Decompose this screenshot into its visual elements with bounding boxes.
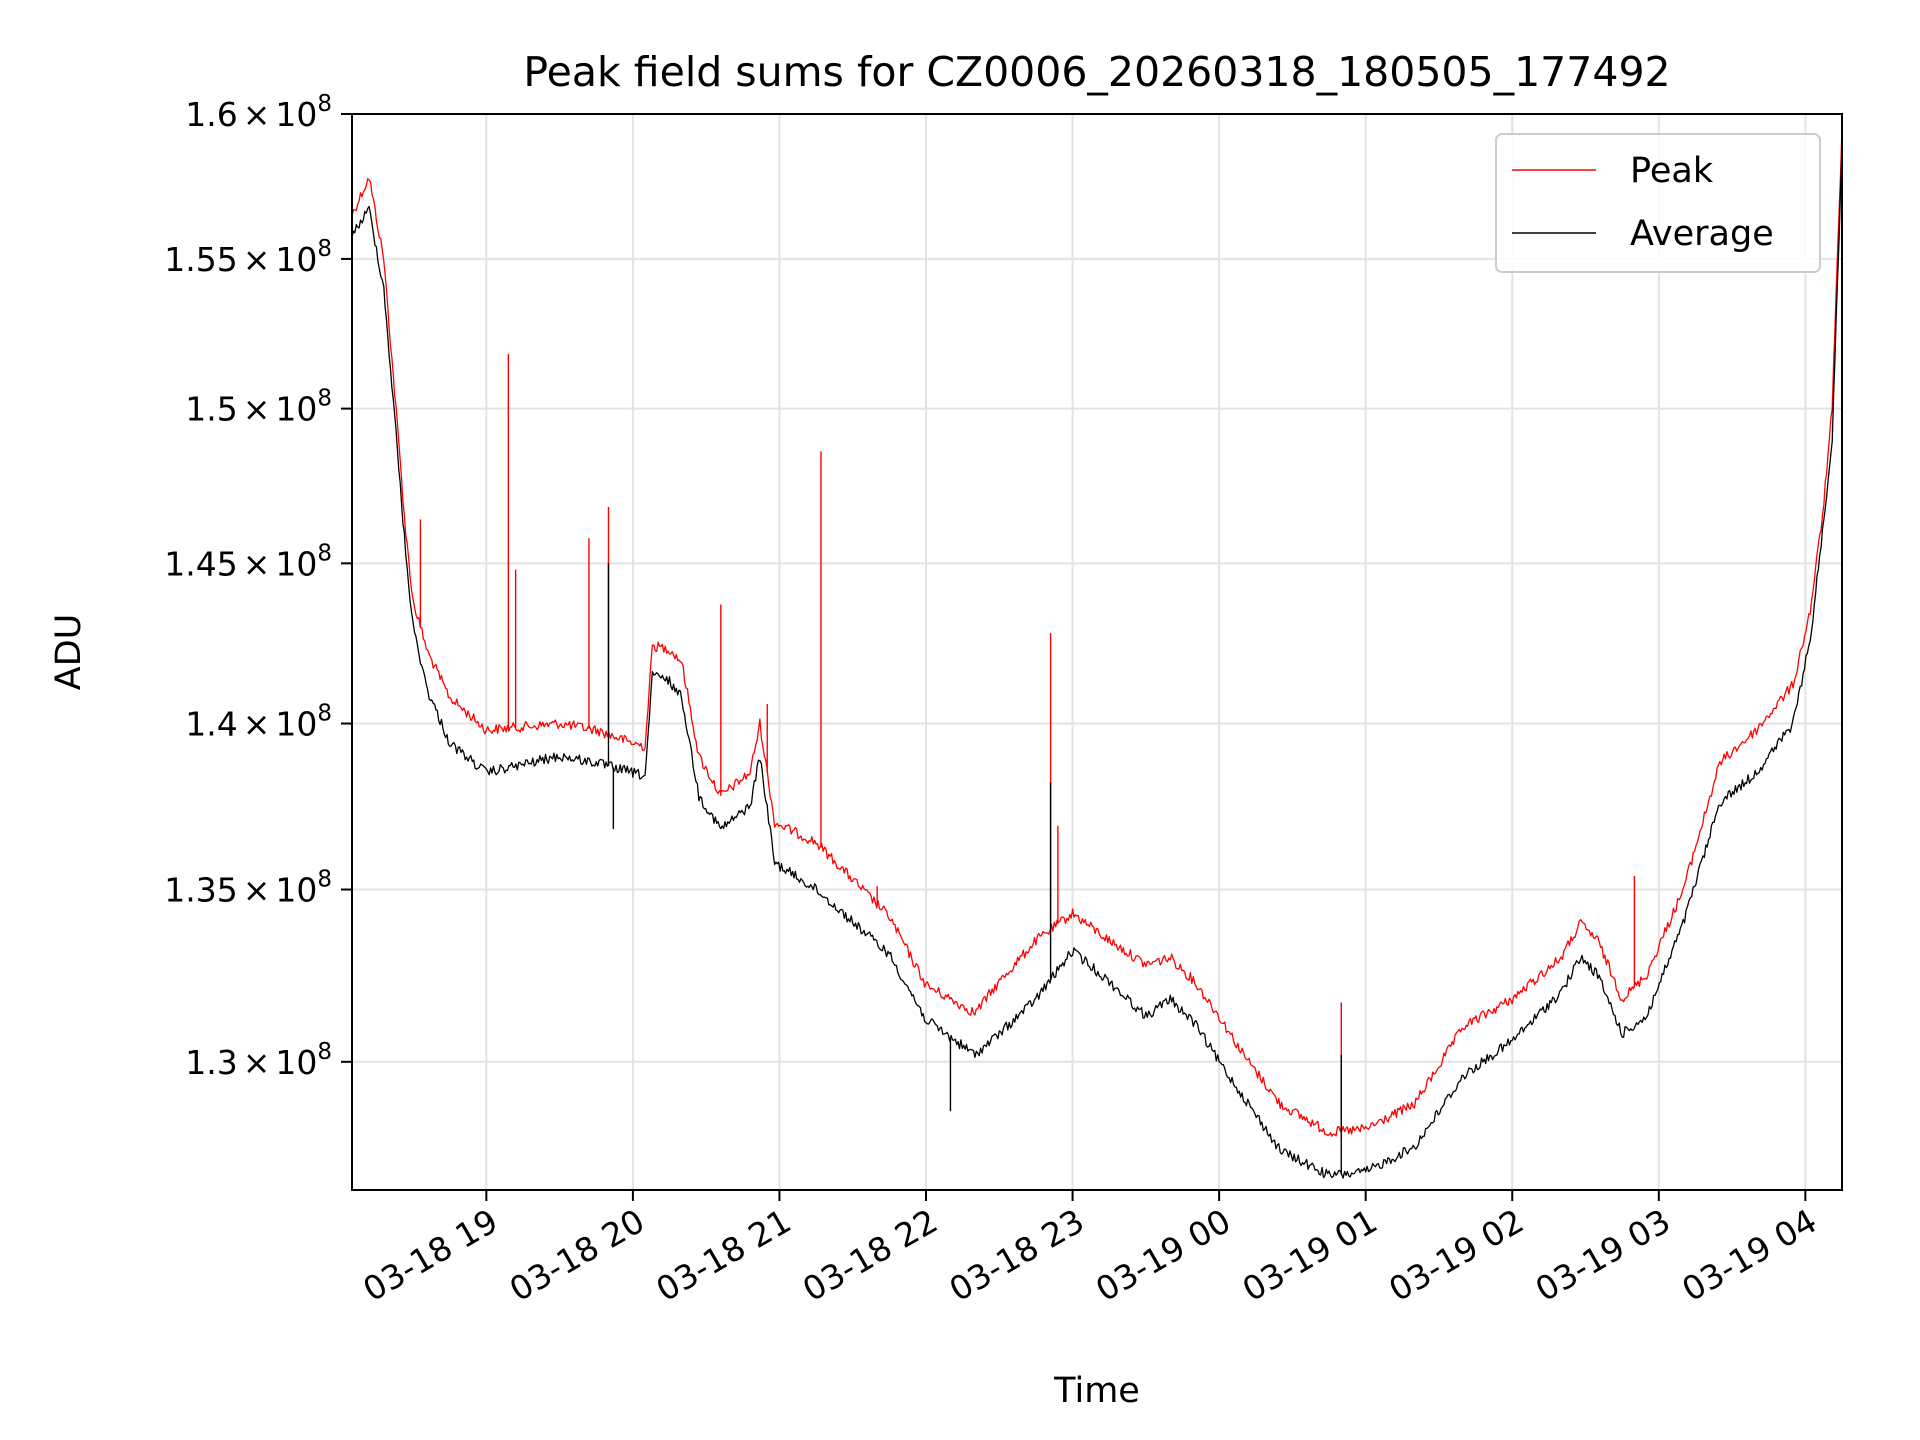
- grid: [352, 113, 1842, 1190]
- axes-frame: [351, 113, 1843, 1191]
- y-tick-label: 1.6 × 108: [185, 91, 332, 134]
- y-tick-label: 1.45 × 108: [164, 540, 332, 583]
- series-line-average: [351, 148, 1843, 1179]
- legend-box: [1495, 133, 1821, 273]
- series-line-peak: [351, 128, 1843, 1137]
- chart-title: Peak field sums for CZ0006_20260318_1805…: [523, 48, 1670, 96]
- y-axis-label: ADU: [49, 614, 89, 691]
- y-tick-label: 1.35 × 108: [164, 867, 332, 910]
- y-tick-label: 1.5 × 108: [185, 386, 332, 429]
- y-tick-label: 1.55 × 108: [164, 236, 332, 279]
- y-tick-label: 1.4 × 108: [185, 701, 332, 744]
- plot-area: [351, 128, 1843, 1179]
- legend-label-peak: Peak: [1630, 151, 1714, 191]
- legend-label-average: Average: [1630, 214, 1774, 254]
- y-tick-label: 1.3 × 108: [185, 1039, 332, 1082]
- legend: Peak Average: [1495, 133, 1821, 273]
- x-axis-label: Time: [1053, 1371, 1140, 1411]
